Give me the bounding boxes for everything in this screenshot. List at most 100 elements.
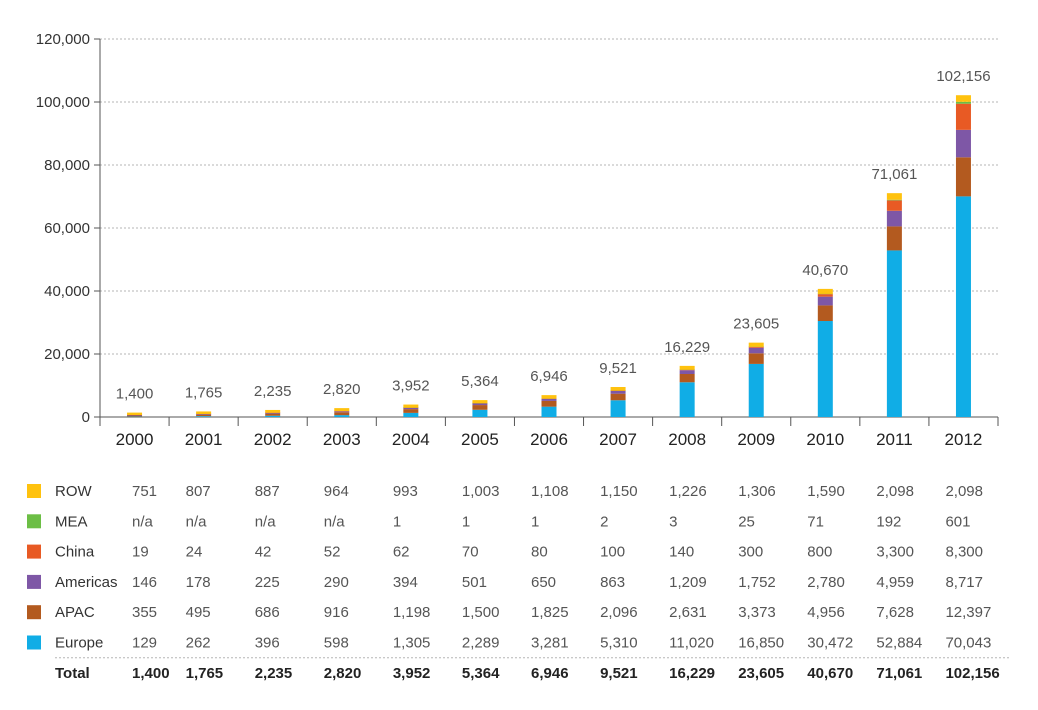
table-cell: 1 [462, 513, 470, 530]
table-total-cell: 71,061 [876, 665, 922, 682]
total-value-label: 23,605 [733, 316, 779, 333]
x-tick-label: 2006 [530, 430, 568, 449]
table-cell: 1,209 [669, 574, 707, 591]
table-cell: 225 [255, 574, 280, 591]
table-cell: 62 [393, 544, 410, 561]
bar-segment-apac [541, 400, 557, 407]
table-total-cell: 16,229 [669, 665, 715, 682]
table-total-cell: 1,765 [186, 665, 224, 682]
x-tick-label: 2004 [392, 430, 430, 449]
table-cell: 800 [807, 544, 832, 561]
table-cell: 1,108 [531, 483, 569, 500]
table-cell: 1,500 [462, 604, 500, 621]
table-cell: 300 [738, 544, 763, 561]
legend-swatch-mea [27, 514, 41, 529]
bar-segment-americas [472, 403, 488, 406]
bar-segment-americas [679, 370, 695, 374]
table-cell: 30,472 [807, 635, 853, 652]
table-cell: 70 [462, 544, 479, 561]
table-cell: n/a [324, 513, 346, 530]
bar-segment-row [334, 408, 350, 412]
table-cell: 290 [324, 574, 349, 591]
bar-segment-europe [334, 415, 350, 417]
table-row-label: ROW [55, 483, 93, 500]
x-tick-label: 2009 [737, 430, 775, 449]
table-cell: n/a [132, 513, 154, 530]
table-cell: 2,098 [876, 483, 914, 500]
table-cell: 916 [324, 604, 349, 621]
y-tick-label: 120,000 [36, 31, 90, 48]
bar-segment-china [748, 346, 764, 348]
x-tick-label: 2002 [254, 430, 292, 449]
bar-segment-mea [886, 199, 902, 201]
table-total-cell: 5,364 [462, 665, 500, 682]
table-cell: 4,956 [807, 604, 845, 621]
bar-segment-row [679, 365, 695, 370]
table-cell: n/a [186, 513, 208, 530]
bar-segment-europe [748, 363, 764, 417]
bar-segment-row [403, 404, 419, 408]
table-cell: 863 [600, 574, 625, 591]
total-value-label: 3,952 [392, 378, 430, 395]
table-cell: 146 [132, 574, 157, 591]
y-tick-label: 0 [82, 409, 90, 426]
axes: 0 20,000 40,000 60,000 80,000 100,000 120,000 2… [36, 31, 999, 449]
table-cell: 3,300 [876, 544, 914, 561]
table-total-cell: 6,946 [531, 665, 569, 682]
table-cell: 686 [255, 604, 280, 621]
bar-segment-americas [886, 210, 902, 227]
table-cell: 1,198 [393, 604, 431, 621]
total-value-label: 5,364 [461, 373, 499, 390]
table-row-label: APAC [55, 604, 95, 621]
table-cell: 8,717 [945, 574, 983, 591]
table-cell: 16,850 [738, 635, 784, 652]
bar-segment-apac [334, 412, 350, 416]
bar-segment-china [955, 103, 971, 130]
table-cell: 964 [324, 483, 349, 500]
table-cell: 396 [255, 635, 280, 652]
table-cell: n/a [255, 513, 277, 530]
bar-segment-row [196, 411, 212, 414]
table-cell: 178 [186, 574, 211, 591]
total-value-label: 1,400 [116, 386, 154, 403]
table-total-cell: 3,952 [393, 665, 431, 682]
table-cell: 394 [393, 574, 418, 591]
legend-swatch-china [27, 544, 41, 559]
table-cell: 2,096 [600, 604, 638, 621]
bar-segment-row [472, 400, 488, 404]
table-row-label: MEA [55, 513, 88, 530]
table-cell: 52,884 [876, 635, 922, 652]
bar-segment-americas [334, 411, 350, 413]
table-cell: 3,373 [738, 604, 776, 621]
table-cell: 2,289 [462, 635, 500, 652]
table-cell: 11,020 [669, 635, 714, 652]
bar-segment-europe [265, 415, 281, 417]
table-cell: 2,780 [807, 574, 845, 591]
table-row-label: Europe [55, 635, 103, 652]
bar-segment-row [610, 387, 626, 391]
table-cell: 192 [876, 513, 901, 530]
table-cell: 25 [738, 513, 755, 530]
total-value-label: 16,229 [664, 339, 710, 356]
table-cell: 1,306 [738, 483, 776, 500]
table-cell: 1,825 [531, 604, 569, 621]
bar-segment-row [955, 95, 971, 102]
table-cell: 495 [186, 604, 211, 621]
table-cell: 7,628 [876, 604, 914, 621]
legend-swatch-europe [27, 635, 41, 650]
table-cell: 887 [255, 483, 280, 500]
bar-segment-europe [886, 250, 902, 417]
bar-segment-apac [265, 413, 281, 416]
x-tick-label: 2012 [945, 430, 983, 449]
table-cell: 598 [324, 635, 349, 652]
table-cell: 8,300 [945, 544, 983, 561]
total-value-label: 102,156 [936, 68, 990, 85]
table-cell: 5,310 [600, 635, 638, 652]
bar-segment-apac [748, 353, 764, 364]
table-total-cell: 23,605 [738, 665, 784, 682]
table-cell: 100 [600, 544, 625, 561]
table-cell: 1,752 [738, 574, 776, 591]
bar-segment-row [817, 288, 833, 294]
